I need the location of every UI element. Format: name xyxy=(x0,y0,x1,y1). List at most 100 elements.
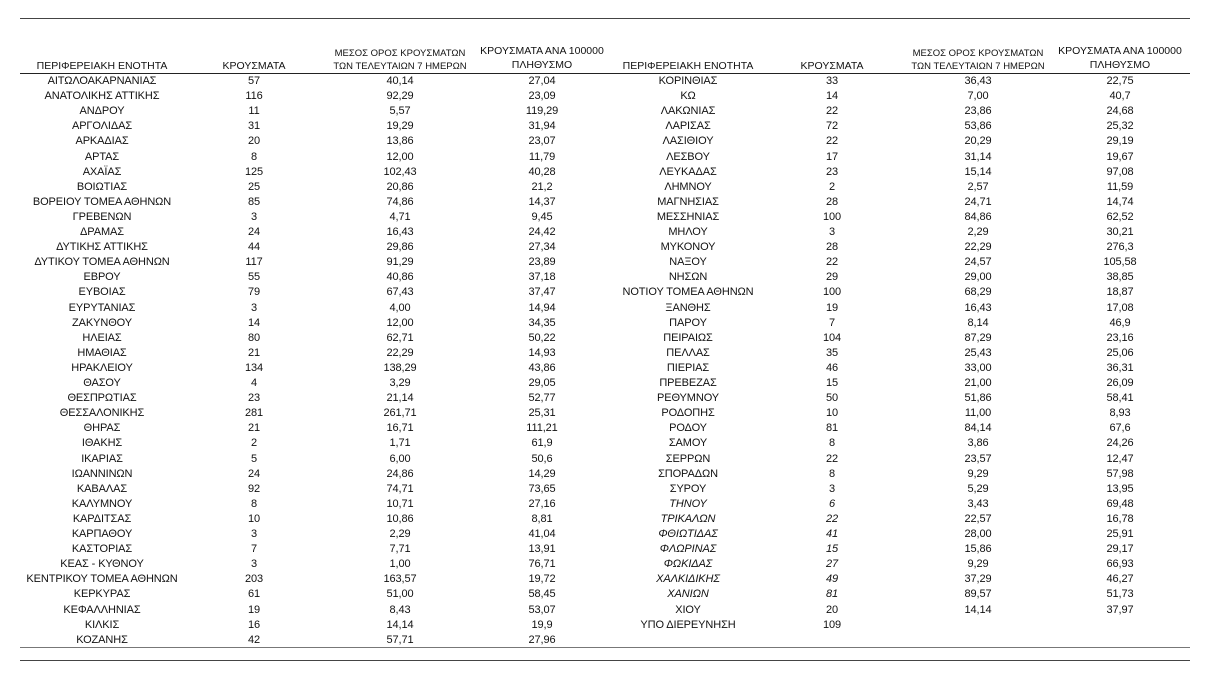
cases-cell: 3 xyxy=(250,210,258,223)
regional-unit-cell: ΣΕΡΡΩΝ xyxy=(665,452,711,465)
per-100k-cell: 119,29 xyxy=(525,105,559,118)
avg-7-days-cell: 24,71 xyxy=(964,195,992,208)
per-100k-cell: 76,71 xyxy=(528,558,556,571)
per-100k-cell: 21,2 xyxy=(531,180,553,193)
avg-7-days-cell: 31,14 xyxy=(964,150,992,163)
avg-7-days-cell: 62,71 xyxy=(386,331,414,344)
avg-7-days-cell: 29,00 xyxy=(964,271,992,284)
avg-7-days-cell: 261,71 xyxy=(383,407,417,420)
regional-unit-cell: ΔΥΤΙΚΟΥ ΤΟΜΕΑ ΑΘΗΝΩΝ xyxy=(34,256,170,269)
avg-7-days-cell: 22,29 xyxy=(964,241,992,254)
regional-unit-cell: ΠΕΛΛΑΣ xyxy=(666,346,710,359)
regional-unit-cell: ΕΥΒΟΙΑΣ xyxy=(78,286,126,299)
regional-unit-cell: ΒΟΙΩΤΙΑΣ xyxy=(76,180,128,193)
regional-unit-cell: ΗΜΑΘΙΑΣ xyxy=(77,346,127,359)
header-regional-unit: ΠΕΡΙΦΕΡΕΙΑΚΗ ΕΝΟΤΗΤΑ xyxy=(36,60,168,72)
regional-unit-cell: ΦΩΚΙΔΑΣ xyxy=(663,558,713,571)
avg-7-days-cell: 16,71 xyxy=(386,422,414,435)
regional-unit-cell: ΡΟΔΟΠΗΣ xyxy=(661,407,715,420)
regional-unit-cell: ΙΩΑΝΝΙΝΩΝ xyxy=(71,467,133,480)
per-100k-cell: 37,97 xyxy=(1106,603,1134,616)
regional-unit-cell: ΡΟΔΟΥ xyxy=(669,422,707,435)
per-100k-cell: 52,77 xyxy=(528,392,556,405)
regional-unit-cell: ΑΡΓΟΛΙΔΑΣ xyxy=(71,120,133,133)
header-avg-7-days: ΤΩΝ ΤΕΛΕΥΤΑΙΩΝ 7 ΗΜΕΡΩΝ xyxy=(911,61,1045,72)
regional-unit-cell: ΛΗΜΝΟΥ xyxy=(664,180,712,193)
avg-7-days-cell: 84,14 xyxy=(964,422,992,435)
avg-7-days-cell: 14,14 xyxy=(386,618,414,631)
regional-unit-cell: ΚΑΡΠΑΘΟΥ xyxy=(71,528,133,540)
avg-7-days-cell: 68,29 xyxy=(964,286,992,299)
cases-cell: 14 xyxy=(247,316,261,329)
cases-cell: 3 xyxy=(250,558,258,571)
avg-7-days-cell: 23,57 xyxy=(964,452,992,465)
cases-cell: 10 xyxy=(825,407,839,420)
avg-7-days-cell: 3,86 xyxy=(967,437,989,450)
cases-cell: 3 xyxy=(828,226,836,238)
cases-cell: 22 xyxy=(825,256,839,269)
avg-7-days-cell: 57,71 xyxy=(386,633,414,646)
per-100k-cell: 27,96 xyxy=(528,633,556,646)
avg-7-days-cell: 12,00 xyxy=(386,150,414,163)
per-100k-cell: 8,81 xyxy=(531,512,553,525)
cases-cell: 24 xyxy=(247,226,261,238)
per-100k-cell: 73,65 xyxy=(528,482,556,495)
cases-cell: 49 xyxy=(825,573,839,586)
avg-7-days-cell: 84,86 xyxy=(964,210,992,223)
regional-unit-cell: ΣΑΜΟΥ xyxy=(668,437,708,450)
avg-7-days-cell: 51,00 xyxy=(386,588,414,601)
per-100k-cell: 14,29 xyxy=(528,467,556,480)
regional-unit-cell: ΡΕΘΥΜΝΟΥ xyxy=(656,392,720,405)
per-100k-cell: 29,19 xyxy=(1106,135,1134,148)
avg-7-days-cell: 53,86 xyxy=(964,120,992,133)
regional-unit-cell: ΥΠΟ ΔΙΕΡΕΥΝΗΣΗ xyxy=(640,618,736,631)
cases-cell: 23 xyxy=(247,392,261,405)
per-100k-cell: 66,93 xyxy=(1106,558,1134,571)
per-100k-cell: 25,31 xyxy=(528,407,556,420)
cases-cell: 14 xyxy=(825,90,839,103)
per-100k-cell: 23,09 xyxy=(528,90,556,103)
regional-unit-cell: ΓΡΕΒΕΝΩΝ xyxy=(72,210,132,223)
regional-unit-cell: ΚΙΛΚΙΣ xyxy=(84,618,120,631)
avg-7-days-cell: 12,00 xyxy=(386,316,414,329)
per-100k-cell: 51,73 xyxy=(1106,588,1134,601)
regional-unit-cell: ΗΛΕΙΑΣ xyxy=(82,331,122,344)
cases-cell: 2 xyxy=(250,437,258,450)
regional-unit-cell: ΒΟΡΕΙΟΥ ΤΟΜΕΑ ΑΘΗΝΩΝ xyxy=(32,195,172,208)
regional-unit-cell: ΕΥΡΥΤΑΝΙΑΣ xyxy=(68,301,136,314)
cases-cell: 3 xyxy=(828,482,836,495)
avg-7-days-cell: 22,57 xyxy=(964,512,992,525)
per-100k-cell: 36,31 xyxy=(1106,361,1134,374)
per-100k-cell: 25,91 xyxy=(1106,528,1134,540)
cases-cell: 19 xyxy=(247,603,261,616)
cases-cell: 42 xyxy=(247,633,261,646)
avg-7-days-cell: 8,43 xyxy=(389,603,411,616)
per-100k-cell: 67,6 xyxy=(1109,422,1131,435)
avg-7-days-cell: 7,00 xyxy=(967,90,989,103)
avg-7-days-cell: 6,00 xyxy=(389,452,411,465)
regional-unit-cell: ΚΕΡΚΥΡΑΣ xyxy=(73,588,131,601)
avg-7-days-cell: 5,29 xyxy=(967,482,989,495)
avg-7-days-cell: 15,86 xyxy=(964,543,992,556)
regional-unit-cell: ΚΑΣΤΟΡΙΑΣ xyxy=(71,543,133,556)
avg-7-days-cell: 92,29 xyxy=(386,90,414,103)
cases-cell: 80 xyxy=(247,331,261,344)
per-100k-cell: 34,35 xyxy=(528,316,556,329)
regional-unit-cell: ΚΕΑΣ - ΚΥΘΝΟΥ xyxy=(60,558,144,571)
regional-unit-cell: ΜΗΛΟΥ xyxy=(668,226,708,238)
per-100k-cell: 23,16 xyxy=(1106,331,1134,344)
avg-7-days-cell: 7,71 xyxy=(389,543,411,556)
avg-7-days-cell: 163,57 xyxy=(383,573,417,586)
regional-unit-cell: ΜΑΓΝΗΣΙΑΣ xyxy=(657,195,719,208)
avg-7-days-cell: 10,86 xyxy=(386,512,414,525)
per-100k-cell: 19,72 xyxy=(528,573,556,586)
avg-7-days-cell: 67,43 xyxy=(386,286,414,299)
avg-7-days-cell: 4,71 xyxy=(389,210,411,223)
per-100k-cell: 19,67 xyxy=(1106,150,1134,163)
cases-cell: 281 xyxy=(244,407,264,420)
cases-cell: 21 xyxy=(247,422,261,435)
regional-unit-cell: ΠΕΙΡΑΙΩΣ xyxy=(663,331,713,344)
cases-cell: 28 xyxy=(825,241,839,254)
avg-7-days-cell: 13,86 xyxy=(386,135,414,148)
header-cases-per-100k: ΠΛΗΘΥΣΜΟ xyxy=(1089,59,1151,71)
